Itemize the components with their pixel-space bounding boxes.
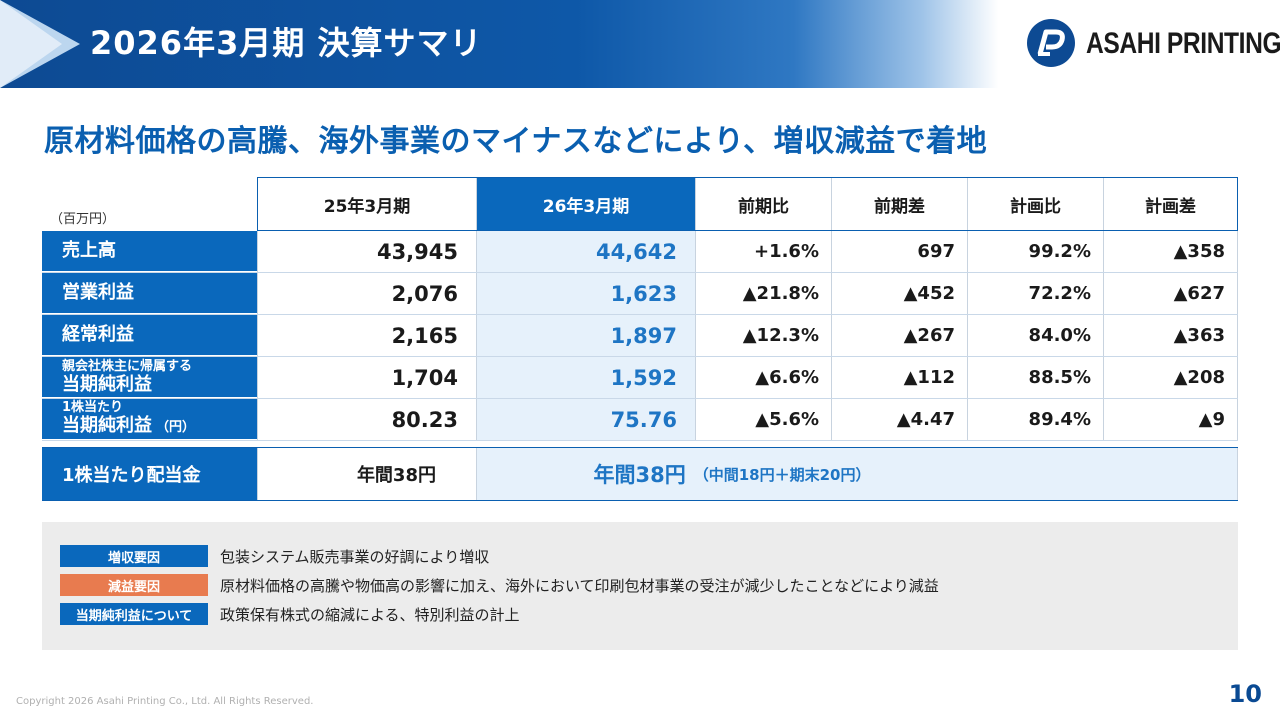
copyright: Copyright 2026 Asahi Printing Co., Ltd. …: [16, 696, 314, 707]
table-header-row: 25年3月期 26年3月期 前期比 前期差 計画比 計画差: [257, 177, 1238, 231]
factor-tag: 当期純利益について: [60, 603, 208, 625]
plan-diff: ▲358: [1103, 231, 1238, 272]
plan-diff: ▲627: [1103, 273, 1238, 314]
column-header: 25年3月期: [257, 178, 476, 230]
current-value: 1,592: [476, 357, 695, 398]
yoy-ratio: +1.6%: [695, 231, 831, 272]
row-label: 1株当たり 当期純利益 （円）: [42, 399, 257, 440]
factor-tag: 減益要因: [60, 574, 208, 596]
factor-item: 増収要因 包装システム販売事業の好調により増収: [60, 545, 489, 567]
yoy-ratio: ▲5.6%: [695, 399, 831, 440]
plan-ratio: 89.4%: [967, 399, 1103, 440]
dividend-current-main: 年間38円: [593, 463, 686, 487]
prev-value: 43,945: [257, 231, 476, 272]
dividend-label: 1株当たり配当金: [42, 448, 257, 500]
factors-box: 増収要因 包装システム販売事業の好調により増収 減益要因 原材料価格の高騰や物価…: [42, 522, 1238, 650]
table-row: 営業利益 2,076 1,623 ▲21.8% ▲452 72.2% ▲627: [42, 273, 1238, 315]
dividend-prev: 年間38円: [257, 448, 476, 500]
table-row: 1株当たり 当期純利益 （円） 80.23 75.76 ▲5.6% ▲4.47 8…: [42, 399, 1238, 441]
factor-text: 原材料価格の高騰や物価高の影響に加え、海外において印刷包材事業の受注が減少したこ…: [220, 576, 939, 595]
row-label: 営業利益: [42, 273, 257, 314]
column-header-current: 26年3月期: [476, 178, 695, 230]
page-number: 10: [1228, 680, 1262, 708]
table-row: 経常利益 2,165 1,897 ▲12.3% ▲267 84.0% ▲363: [42, 315, 1238, 357]
column-header: 計画差: [1103, 178, 1238, 230]
company-logo: ASAHI PRINTING: [1026, 18, 1280, 70]
table-body: 売上高 43,945 44,642 +1.6% 697 99.2% ▲358 営…: [42, 231, 1238, 501]
asahi-logo-icon: [1027, 19, 1075, 67]
table-row: 売上高 43,945 44,642 +1.6% 697 99.2% ▲358: [42, 231, 1238, 273]
current-value: 44,642: [476, 231, 695, 272]
yoy-diff: ▲452: [831, 273, 967, 314]
dividend-row: 1株当たり配当金 年間38円 年間38円 （中間18円＋期末20円）: [42, 447, 1238, 501]
header-triangle-decoration: [0, 0, 80, 88]
plan-ratio: 88.5%: [967, 357, 1103, 398]
current-value: 1,623: [476, 273, 695, 314]
yoy-ratio: ▲6.6%: [695, 357, 831, 398]
yoy-diff: 697: [831, 231, 967, 272]
plan-diff: ▲208: [1103, 357, 1238, 398]
unit-note: （百万円）: [50, 212, 116, 227]
yoy-diff: ▲4.47: [831, 399, 967, 440]
page-title: 2026年3月期 決算サマリ: [90, 24, 483, 62]
plan-diff: ▲9: [1103, 399, 1238, 440]
factor-item: 当期純利益について 政策保有株式の縮減による、特別利益の計上: [60, 603, 520, 625]
yoy-ratio: ▲21.8%: [695, 273, 831, 314]
prev-value: 80.23: [257, 399, 476, 440]
current-value: 75.76: [476, 399, 695, 440]
dividend-current: 年間38円 （中間18円＋期末20円）: [476, 448, 1238, 500]
yoy-diff: ▲267: [831, 315, 967, 356]
factor-item: 減益要因 原材料価格の高騰や物価高の影響に加え、海外において印刷包材事業の受注が…: [60, 574, 939, 596]
row-label: 売上高: [42, 231, 257, 272]
yoy-diff: ▲112: [831, 357, 967, 398]
prev-value: 2,165: [257, 315, 476, 356]
plan-diff: ▲363: [1103, 315, 1238, 356]
yoy-ratio: ▲12.3%: [695, 315, 831, 356]
prev-value: 1,704: [257, 357, 476, 398]
factor-text: 包装システム販売事業の好調により増収: [220, 547, 490, 566]
factor-text: 政策保有株式の縮減による、特別利益の計上: [220, 605, 520, 624]
current-value: 1,897: [476, 315, 695, 356]
plan-ratio: 72.2%: [967, 273, 1103, 314]
factor-tag: 増収要因: [60, 545, 208, 567]
column-header: 前期比: [695, 178, 831, 230]
column-header: 計画比: [967, 178, 1103, 230]
headline: 原材料価格の高騰、海外事業のマイナスなどにより、増収減益で着地: [44, 124, 988, 159]
table-row: 親会社株主に帰属する 当期純利益 1,704 1,592 ▲6.6% ▲112 …: [42, 357, 1238, 399]
plan-ratio: 84.0%: [967, 315, 1103, 356]
logo-text: ASAHI PRINTING: [1086, 27, 1280, 60]
column-header: 前期差: [831, 178, 967, 230]
prev-value: 2,076: [257, 273, 476, 314]
row-label: 経常利益: [42, 315, 257, 356]
plan-ratio: 99.2%: [967, 231, 1103, 272]
row-label: 親会社株主に帰属する 当期純利益: [42, 357, 257, 398]
dividend-current-breakdown: （中間18円＋期末20円）: [693, 465, 871, 484]
